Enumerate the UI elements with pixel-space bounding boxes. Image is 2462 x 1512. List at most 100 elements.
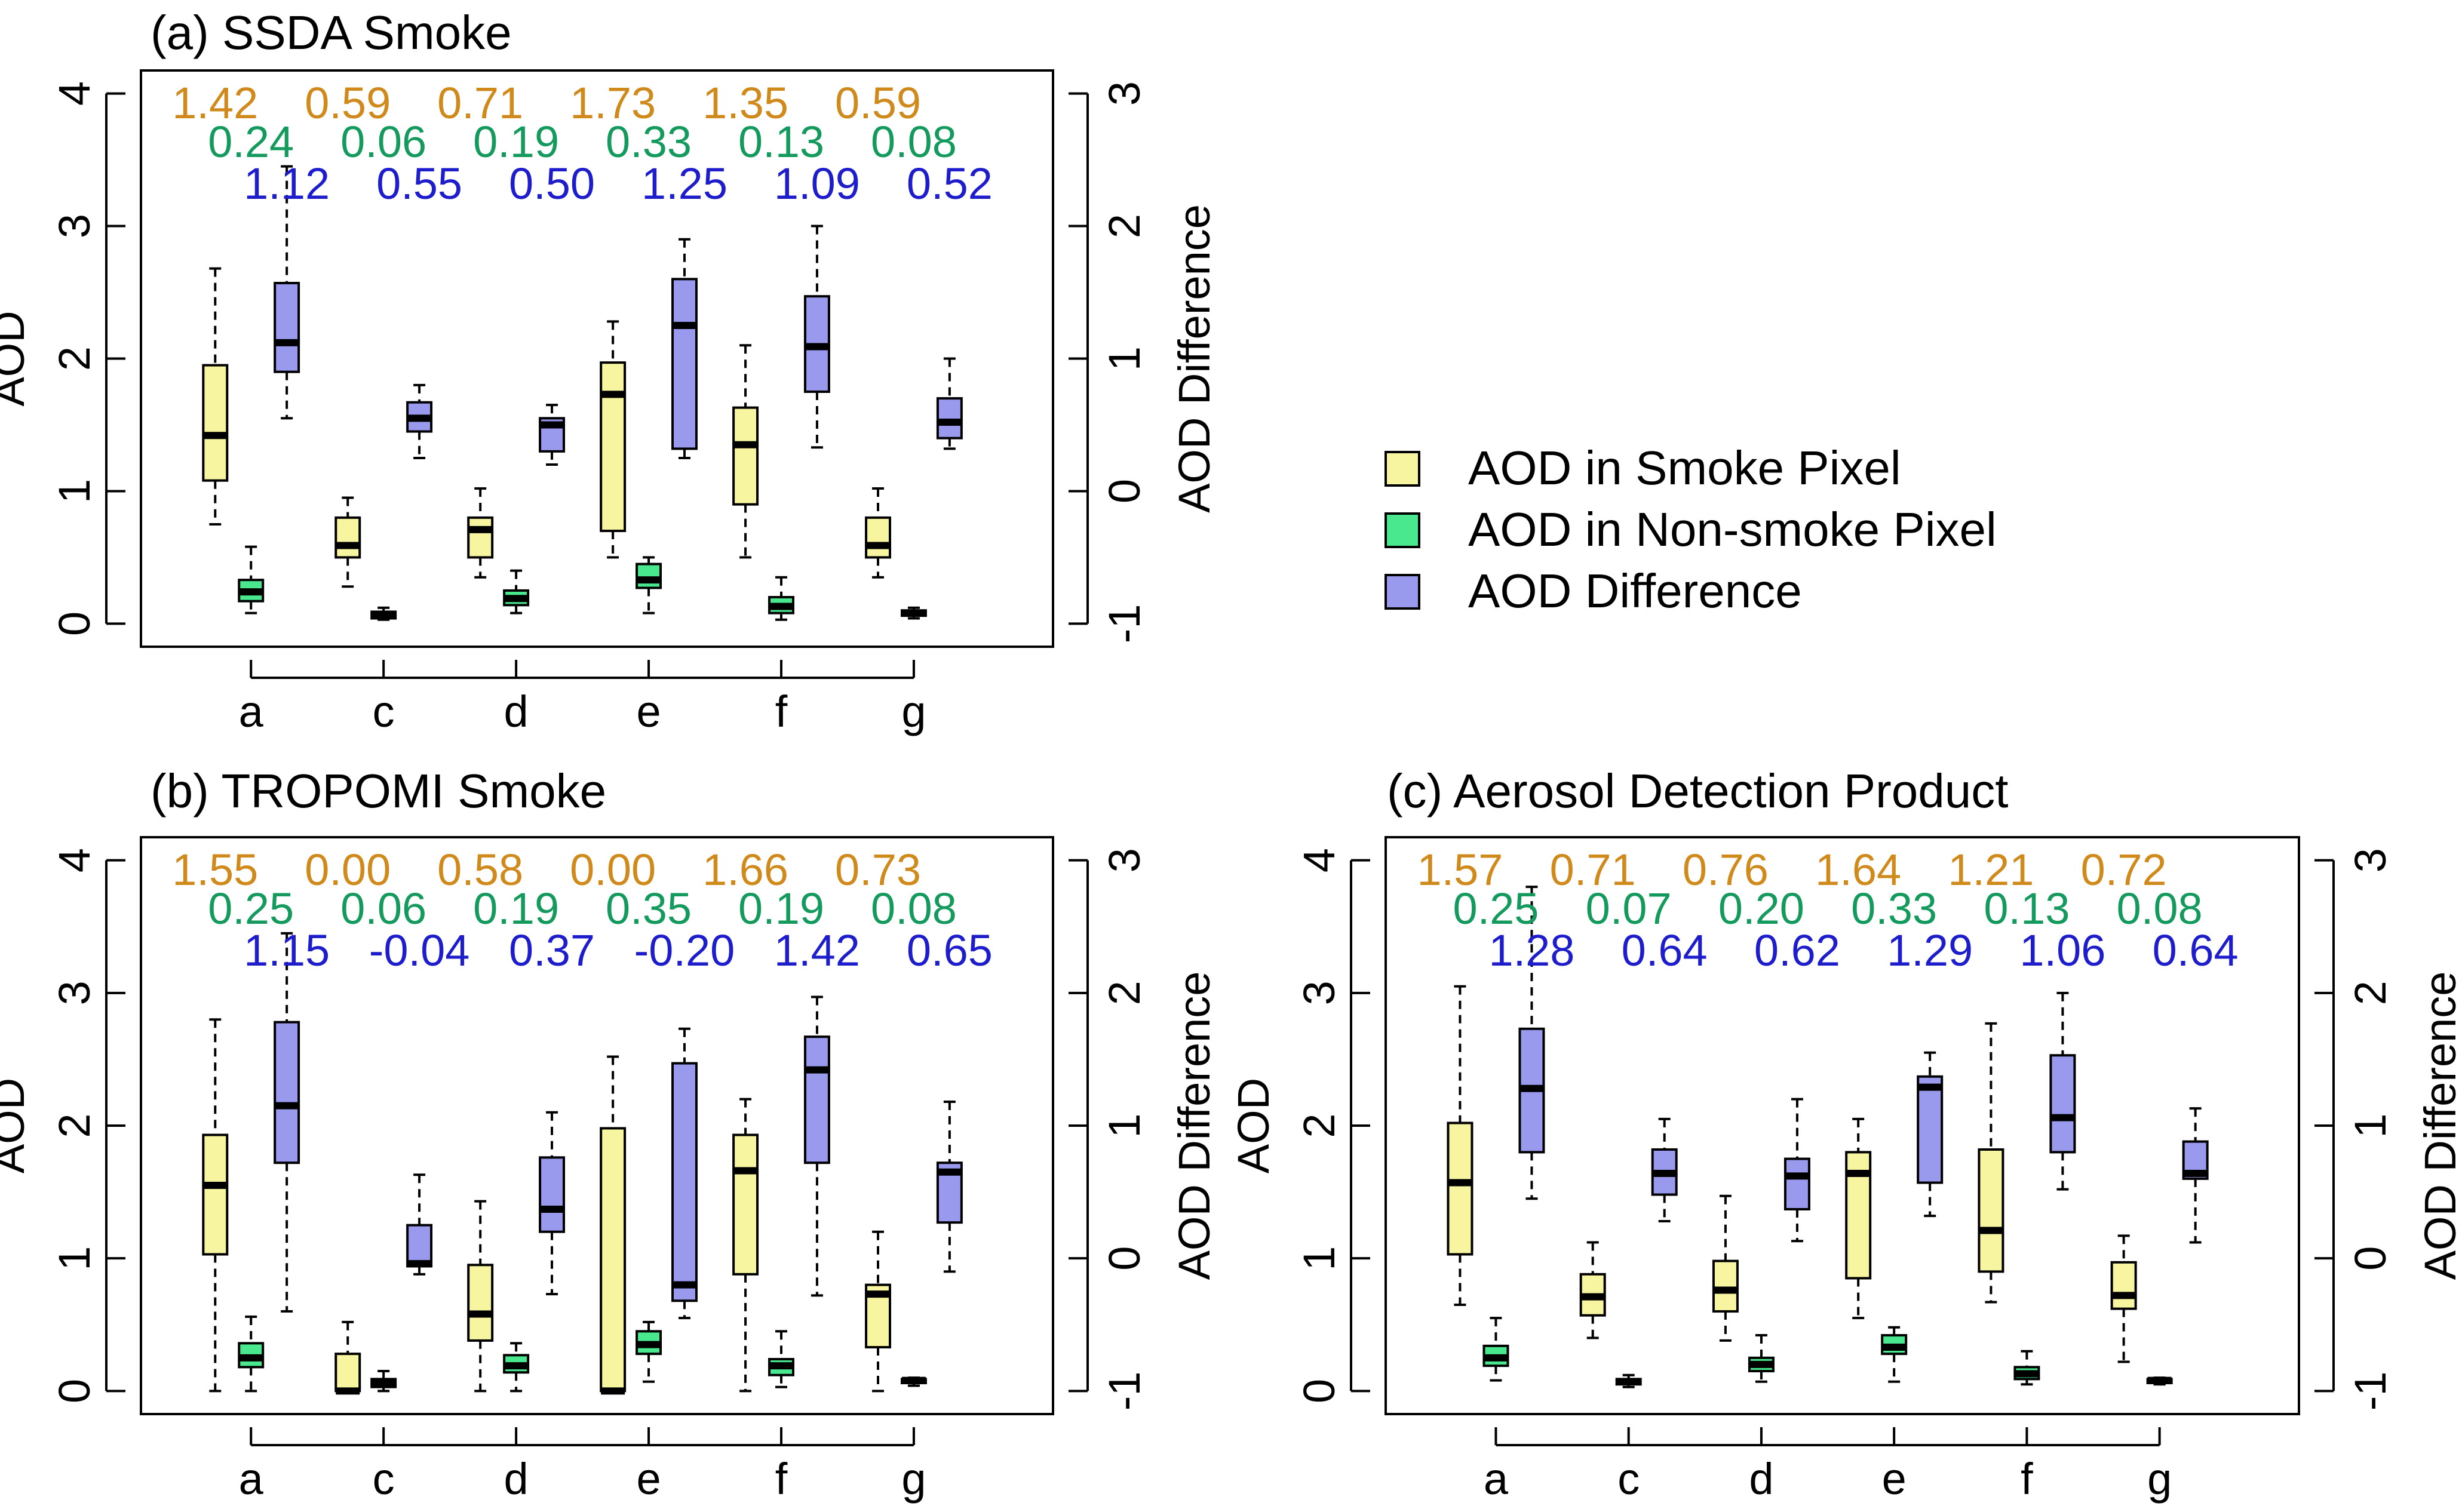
annotation-diff: 0.62 <box>1754 926 1840 975</box>
y-axis-left: 0 1 2 3 4 AOD <box>0 848 125 1403</box>
box-iqr <box>671 1062 698 1302</box>
annotation-diff: 1.09 <box>774 159 860 208</box>
y-tick-label: 0 <box>50 1379 99 1403</box>
box-c-2 <box>406 1173 433 1276</box>
y2-tick-label: 0 <box>1100 479 1149 503</box>
annotation-diff: 0.64 <box>2153 926 2239 975</box>
y-axis-right: -1 0 1 2 3 AOD Difference <box>1069 81 1219 643</box>
box-c-0 <box>1579 1241 1606 1339</box>
panel-a-ssda-smoke: (a) SSDA Smoke 0 1 2 3 4 AOD -1 0 1 2 3 AOD Differen… <box>0 6 1219 736</box>
series-0 <box>202 267 892 588</box>
annotation-diff: 0.37 <box>509 926 595 975</box>
annotation-nonsmoke: 0.13 <box>1984 884 2070 933</box>
x-tick-label-a: a <box>239 687 264 736</box>
box-d-2 <box>539 1111 566 1296</box>
annotation-diff: 0.64 <box>1622 926 1708 975</box>
box-f-0 <box>732 1098 759 1393</box>
y2-axis-label: AOD Difference <box>1169 972 1219 1280</box>
box-f-0 <box>732 344 759 559</box>
legend: AOD in Smoke Pixel AOD in Non-smoke Pixel… <box>1385 441 1997 617</box>
annotation-nonsmoke: 0.06 <box>340 117 426 167</box>
box-d-1 <box>1748 1334 1775 1383</box>
annotation-nonsmoke: 0.19 <box>738 884 824 933</box>
box-g-2 <box>2182 1107 2209 1244</box>
x-tick-label-g: g <box>901 1454 926 1504</box>
series-2 <box>274 932 963 1320</box>
box-f-1 <box>2013 1350 2040 1386</box>
panel-title: (c) Aerosol Detection Product <box>1387 764 2008 818</box>
series-1 <box>1482 1317 2173 1388</box>
x-tick-label-e: e <box>636 687 661 736</box>
box-g-0 <box>865 1230 892 1393</box>
annotation-diff: 1.29 <box>1887 926 1973 975</box>
annotation-smoke: 0.00 <box>570 845 656 895</box>
y2-tick-label: -1 <box>2346 1371 2395 1410</box>
series-0 <box>202 1018 892 1395</box>
plot-frame <box>140 836 1054 1415</box>
y2-tick-label: 1 <box>1100 1113 1149 1138</box>
x-tick-label-d: d <box>504 1454 529 1504</box>
box-c-2 <box>406 383 433 459</box>
box-iqr <box>1978 1148 2004 1273</box>
y-axis-label: AOD <box>0 311 33 406</box>
annotation-smoke: 0.71 <box>1550 845 1636 895</box>
box-iqr <box>274 1021 300 1164</box>
box-g-1 <box>2146 1376 2173 1386</box>
box-iqr <box>334 516 361 559</box>
annotation-smoke: 0.73 <box>835 845 921 895</box>
annotation-smoke: 0.72 <box>2081 845 2167 895</box>
x-tick-label-f: f <box>775 1454 788 1504</box>
box-iqr <box>1917 1075 1944 1184</box>
box-e-1 <box>636 1320 662 1383</box>
legend-swatch <box>1385 574 1420 610</box>
series-2 <box>1518 886 2209 1244</box>
x-tick-label-d: d <box>504 687 529 736</box>
y2-tick-label: 0 <box>2346 1246 2395 1271</box>
x-tick-label-a: a <box>239 1454 264 1504</box>
annotation-diff: 1.25 <box>641 159 727 208</box>
x-tick-label-a: a <box>1484 1454 1509 1504</box>
box-d-2 <box>539 404 566 466</box>
box-d-1 <box>503 569 530 614</box>
series-0 <box>1447 985 2137 1363</box>
box-e-0 <box>600 320 627 559</box>
box-e-1 <box>1881 1326 1908 1383</box>
box-iqr <box>636 563 662 589</box>
annotation-smoke: 1.35 <box>702 78 788 128</box>
box-e-2 <box>671 1027 698 1320</box>
box-e-2 <box>1917 1051 1944 1218</box>
y-tick-label: 4 <box>50 848 99 872</box>
box-iqr <box>274 281 300 373</box>
annotation-smoke: 1.73 <box>570 78 656 128</box>
annotation-diff: 0.50 <box>509 159 595 208</box>
y2-tick-label: 2 <box>2346 981 2395 1005</box>
y-tick-label: 0 <box>1294 1379 1344 1403</box>
annotations: 1.42 0.59 0.71 1.73 1.35 0.590.24 0.06 0.19 0.33… <box>172 78 993 208</box>
box-a-1 <box>238 545 265 614</box>
box-iqr <box>467 516 494 559</box>
box-c-1 <box>370 1370 397 1393</box>
box-iqr <box>2110 1261 2137 1310</box>
y-axis-left: 0 1 2 3 4 AOD <box>1229 848 1370 1403</box>
annotation-diff: 1.15 <box>244 926 330 975</box>
box-g-2 <box>936 1101 963 1273</box>
annotation-smoke: 1.55 <box>172 845 258 895</box>
box-iqr <box>2049 1054 2076 1154</box>
y2-tick-label: 0 <box>1100 1246 1149 1271</box>
box-f-2 <box>803 225 830 449</box>
box-iqr <box>936 397 963 440</box>
box-c-0 <box>334 496 361 588</box>
annotation-diff: 1.42 <box>774 926 860 975</box>
annotation-diff: 1.12 <box>244 159 330 208</box>
box-iqr <box>334 1353 361 1393</box>
y2-tick-label: -1 <box>1100 1371 1149 1410</box>
annotation-nonsmoke: 0.33 <box>1851 884 1937 933</box>
box-iqr <box>1783 1157 1810 1210</box>
annotation-diff: -0.04 <box>369 926 470 975</box>
x-tick-label-f: f <box>2021 1454 2033 1504</box>
annotation-nonsmoke: 0.08 <box>2117 884 2203 933</box>
y2-axis-label: AOD Difference <box>1169 204 1219 513</box>
